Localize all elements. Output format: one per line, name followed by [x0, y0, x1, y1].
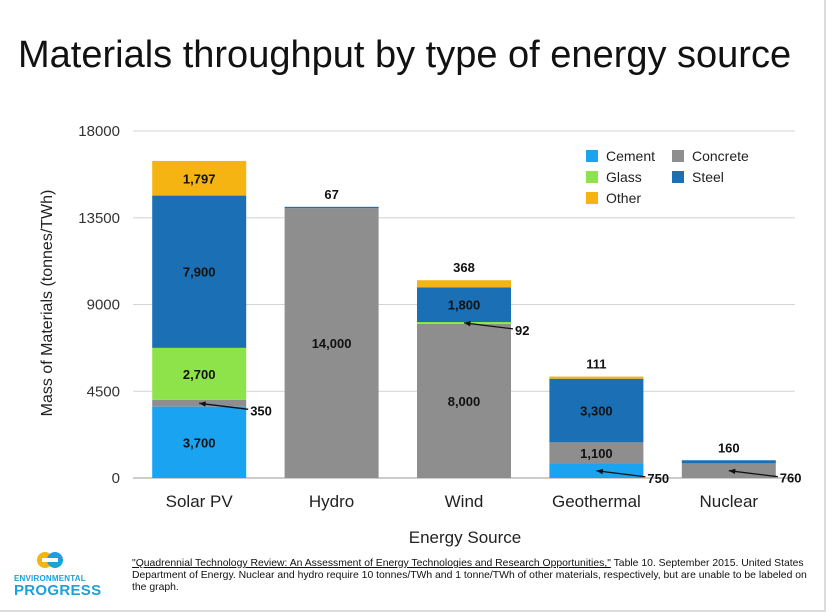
y-axis-label: Mass of Materials (tonnes/TWh): [39, 190, 56, 417]
callout-arrowhead: [596, 468, 604, 475]
data-label: 92: [515, 323, 529, 338]
legend-swatch: [586, 150, 598, 162]
legend-swatch: [586, 192, 598, 204]
logo-mark-icon: [37, 552, 63, 568]
bar-segment-other: [549, 376, 644, 379]
data-label: 1,100: [580, 446, 613, 461]
data-label: 8,000: [448, 394, 481, 409]
environmental-progress-logo: ENVIRONMENTAL PROGRESS: [14, 548, 102, 600]
y-tick-label: 0: [112, 470, 120, 487]
bar-segment-concrete: [417, 323, 511, 478]
bar-segment-concrete: [152, 399, 247, 407]
bar-segment-steel: [152, 195, 247, 348]
data-label: 1,797: [183, 171, 216, 186]
data-label: 760: [780, 471, 802, 486]
bar-segment-steel: [417, 287, 511, 323]
legend-label: Glass: [606, 169, 642, 185]
y-axis-ticks: 0 4500 9000 13500 18000: [78, 123, 120, 487]
y-tick-label: 4500: [87, 383, 120, 400]
source-text: Table 10. September 2015. United States …: [132, 558, 807, 593]
bar-segment-other: [152, 160, 247, 196]
bar-segment-glass: [152, 347, 247, 400]
x-tick-label: Solar PV: [166, 492, 234, 511]
data-label: 7,900: [183, 265, 216, 280]
data-label: 111: [586, 357, 606, 372]
legend-swatch: [672, 171, 684, 183]
data-label: 14,000: [312, 336, 352, 351]
callout-arrow: [199, 402, 249, 410]
data-labels: 3,700 350 2,700 7,900 1,797 14,000 67 8,000 92 1,…: [183, 171, 802, 486]
legend-label: Steel: [692, 169, 724, 185]
logo-text-environmental: ENVIRONMENTAL: [14, 574, 86, 583]
legend-swatch: [672, 150, 684, 162]
citation-link[interactable]: "Quadrennial Technology Review: An Asses…: [132, 558, 611, 569]
x-axis-ticks: Solar PV Hydro Wind Geothermal Nuclear: [166, 492, 759, 511]
y-tick-label: 18000: [78, 123, 120, 140]
x-axis-label: Energy Source: [409, 528, 521, 547]
data-label: 750: [647, 471, 669, 486]
callout-arrowhead: [199, 401, 206, 407]
callout-arrowhead: [728, 468, 736, 475]
source-note: "Quadrennial Technology Review: An Asses…: [132, 558, 812, 594]
data-label: 368: [453, 260, 475, 275]
x-tick-label: Nuclear: [700, 492, 759, 511]
bar-segment-steel: [284, 206, 379, 209]
legend: Cement Concrete Glass Steel Other: [586, 148, 749, 206]
legend-label: Other: [606, 190, 641, 206]
data-label: 3,300: [580, 404, 613, 419]
legend-swatch: [586, 171, 598, 183]
callout-arrow: [728, 470, 778, 478]
data-label: 2,700: [183, 367, 216, 382]
chart-title: Materials throughput by type of energy s…: [18, 34, 792, 76]
bar-segment-cement: [549, 463, 644, 478]
bar-segment-steel: [681, 460, 776, 464]
bar-segment-cement: [152, 406, 247, 478]
y-tick-label: 9000: [87, 297, 120, 314]
bar-segment-concrete: [284, 208, 379, 478]
data-label: 67: [324, 187, 338, 202]
data-label: 3,700: [183, 435, 216, 450]
x-tick-label: Geothermal: [552, 492, 641, 511]
bar-segment-other: [417, 280, 511, 288]
legend-label: Cement: [606, 148, 655, 164]
bars: [152, 160, 776, 478]
x-tick-label: Hydro: [309, 492, 354, 511]
data-label: 1,800: [448, 298, 481, 313]
x-tick-label: Wind: [445, 492, 484, 511]
callout-arrow: [463, 322, 514, 330]
y-tick-label: 13500: [78, 210, 120, 227]
logo-text-progress: PROGRESS: [14, 582, 102, 599]
callout-arrowhead: [464, 320, 471, 327]
data-label: 160: [718, 440, 740, 455]
data-label: 350: [250, 403, 272, 418]
bar-segment-steel: [549, 378, 644, 443]
callout-arrow: [596, 470, 646, 478]
legend-label: Concrete: [692, 148, 749, 164]
bar-segment-concrete: [549, 442, 644, 464]
